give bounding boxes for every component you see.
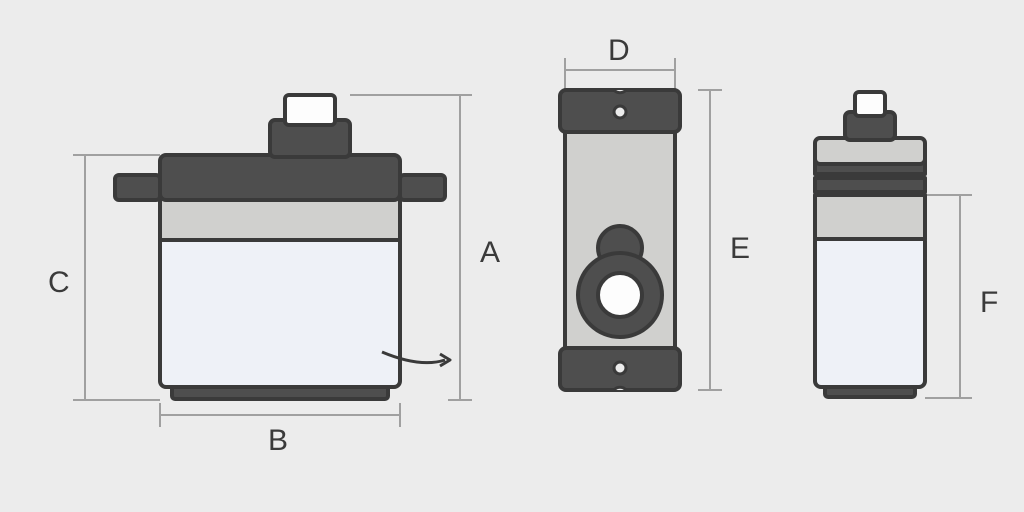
diagram-canvas: A B C D E F bbox=[0, 0, 1024, 512]
servo-top-view bbox=[560, 90, 680, 390]
servo-side-view bbox=[115, 95, 450, 399]
label-a: A bbox=[480, 236, 500, 269]
label-b: B bbox=[268, 424, 288, 457]
label-f: F bbox=[980, 286, 998, 319]
label-e: E bbox=[730, 232, 750, 265]
label-c: C bbox=[48, 266, 70, 299]
label-d: D bbox=[608, 34, 630, 67]
servo-end-view bbox=[815, 92, 925, 397]
